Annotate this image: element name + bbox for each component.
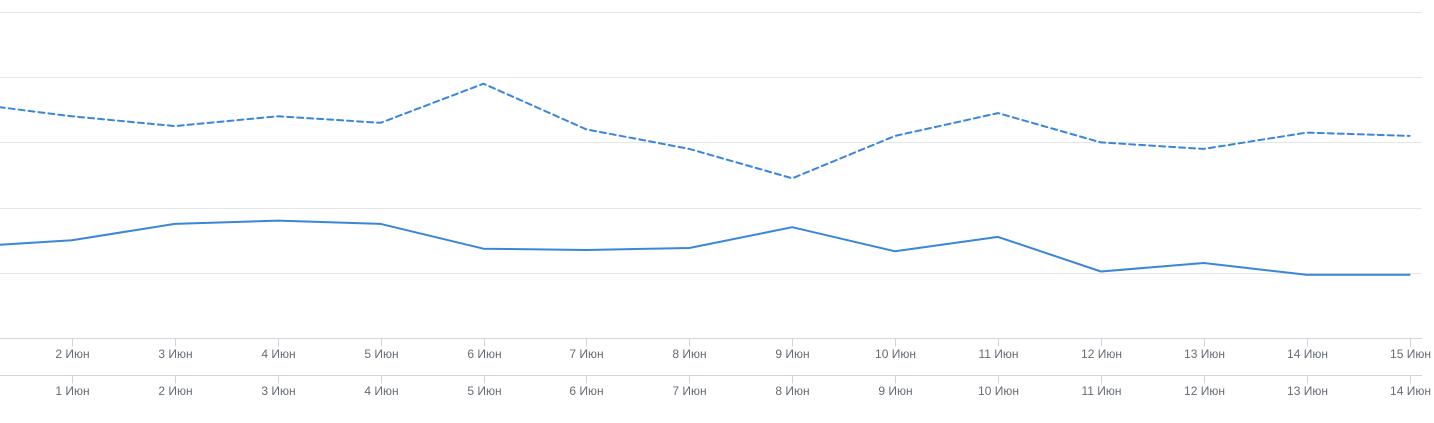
x-axis-bottom-tick-label: 13 Июн (1287, 384, 1328, 398)
x-axis-bottom-tick-label: 7 Июн (672, 384, 706, 398)
x-axis-bottom-tick-label: 8 Июн (775, 384, 809, 398)
x-axis-bottom-tick-label: 4 Июн (364, 384, 398, 398)
x-axes: 2 Июн 3 Июн 4 Июн 5 Июн 6 Июн 7 Июн 8 Июн 9 Июн… (0, 338, 1431, 398)
series-line-dashed (0, 82, 1411, 180)
x-axis-bottom-tick-label: 12 Июн (1184, 384, 1225, 398)
x-axis-bottom-tick-label: 3 Июн (261, 384, 295, 398)
x-axis-top-tick-label: 8 Июн (672, 347, 706, 361)
x-axis-bottom-tick-label: 10 Июн (978, 384, 1019, 398)
x-axis-top-tick-label: 7 Июн (569, 347, 603, 361)
x-axis-top-tick-label: 9 Июн (775, 347, 809, 361)
x-axis-top-tick-label: 13 Июн (1184, 347, 1225, 361)
x-axis-bottom-tick-label: 5 Июн (467, 384, 501, 398)
x-axis-top-tick-label: 5 Июн (364, 347, 398, 361)
x-axis-top-tick-label: 3 Июн (158, 347, 192, 361)
x-axis-top-tick-label: 12 Июн (1081, 347, 1122, 361)
x-axis-bottom-tick-label: 2 Июн (158, 384, 192, 398)
series-layer (0, 82, 1411, 276)
x-axis-bottom-tick-label: 6 Июн (569, 384, 603, 398)
x-axis-top-tick-label: 6 Июн (467, 347, 501, 361)
x-axis-bottom-tick-label: 9 Июн (878, 384, 912, 398)
x-axis-bottom-tick-label: 1 Июн (55, 384, 89, 398)
x-axis-top-tick-label: 11 Июн (978, 347, 1018, 361)
x-axis-bottom-tick-label: 14 Июн (1390, 384, 1431, 398)
x-axis-bottom-tick-label: 11 Июн (1081, 384, 1121, 398)
x-axis-top-tick-label: 4 Июн (261, 347, 295, 361)
x-axis-top-tick-label: 2 Июн (55, 347, 89, 361)
x-axis-top-tick-label: 15 Июн (1390, 347, 1431, 361)
grid-lines (0, 12, 1422, 274)
series-line-solid (0, 219, 1411, 276)
x-axis-top-tick-label: 10 Июн (875, 347, 916, 361)
x-axis-top-tick-label: 14 Июн (1287, 347, 1328, 361)
